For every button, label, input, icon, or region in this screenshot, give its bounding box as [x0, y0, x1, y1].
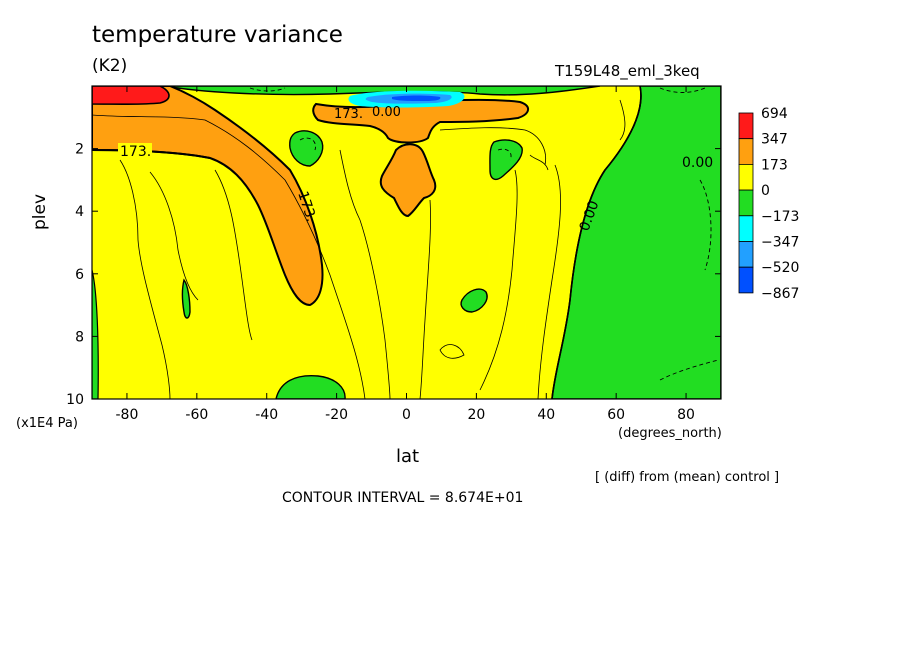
colorbar-swatch	[738, 163, 754, 191]
x-tick-label: -80	[116, 407, 139, 423]
colorbar-label: −173	[761, 209, 799, 225]
colorbar-label: 347	[761, 132, 788, 148]
y-tick-label: 8	[75, 329, 84, 345]
chart-units: (K2)	[92, 56, 128, 76]
red-region	[92, 86, 170, 106]
colorbar: 694 347 173 0 −173 −347 −520 −867	[738, 106, 799, 302]
green-blob-1	[289, 130, 324, 167]
colorbar-swatch	[738, 215, 754, 242]
y-axis: 2 4 6 8 10	[66, 142, 721, 408]
colorbar-label: 694	[761, 106, 788, 122]
green-blob-4	[460, 288, 488, 313]
colorbar-label: −520	[761, 260, 799, 276]
colorbar-swatch	[738, 241, 754, 268]
orange-region-equator-column	[379, 143, 437, 218]
green-blob-5	[275, 375, 346, 399]
contour-label: 173.	[334, 107, 363, 122]
x-axis-label: lat	[396, 446, 420, 467]
colorbar-swatch	[738, 138, 754, 165]
x-tick-label: 40	[537, 407, 555, 423]
colorbar-swatch	[738, 266, 754, 294]
contour-label: 0.00	[372, 105, 401, 120]
y-tick-label: 4	[75, 204, 84, 220]
dashed-contours	[249, 87, 719, 381]
x-axis-units: (degrees_north)	[618, 426, 722, 441]
run-label: T159L48_eml_3keq	[555, 62, 700, 80]
y-tick-label: 6	[75, 267, 84, 283]
y-tick-label: 2	[75, 142, 84, 158]
colorbar-label: −867	[761, 286, 799, 302]
colorbar-label: 173	[761, 157, 788, 173]
contour-label: 0.00	[682, 155, 713, 171]
x-tick-label: -40	[255, 407, 278, 423]
y-axis-units: (x1E4 Pa)	[16, 416, 78, 431]
y-tick-label: 10	[66, 392, 84, 408]
thin-contours	[92, 99, 626, 399]
green-blob-3	[181, 278, 191, 319]
x-tick-label: 80	[677, 407, 695, 423]
x-axis: -80 -60 -40 -20 0 20 40 60 80	[116, 86, 695, 423]
x-tick-label: 20	[467, 407, 485, 423]
x-tick-label: -60	[185, 407, 208, 423]
colorbar-label: 0	[761, 183, 770, 199]
contour-173-south	[92, 149, 211, 159]
plot-area	[92, 86, 721, 399]
colorbar-label: −347	[761, 235, 799, 251]
chart-title: temperature variance	[92, 22, 343, 48]
zero-contour-north	[551, 86, 642, 399]
colorbar-swatch	[738, 189, 754, 217]
colorbar-swatch	[738, 112, 754, 140]
x-tick-label: -20	[325, 407, 348, 423]
x-tick-label: 0	[402, 407, 411, 423]
x-tick-label: 60	[607, 407, 625, 423]
contour-interval: CONTOUR INTERVAL = 8.674E+01	[282, 490, 524, 506]
orange-region-south	[92, 86, 324, 307]
blue-patch	[392, 95, 441, 101]
contour-label: 173.	[120, 144, 151, 160]
diff-note: [ (diff) from (mean) control ]	[595, 470, 780, 485]
